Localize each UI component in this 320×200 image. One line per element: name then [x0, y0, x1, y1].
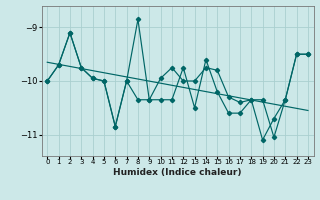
X-axis label: Humidex (Indice chaleur): Humidex (Indice chaleur)	[113, 168, 242, 177]
